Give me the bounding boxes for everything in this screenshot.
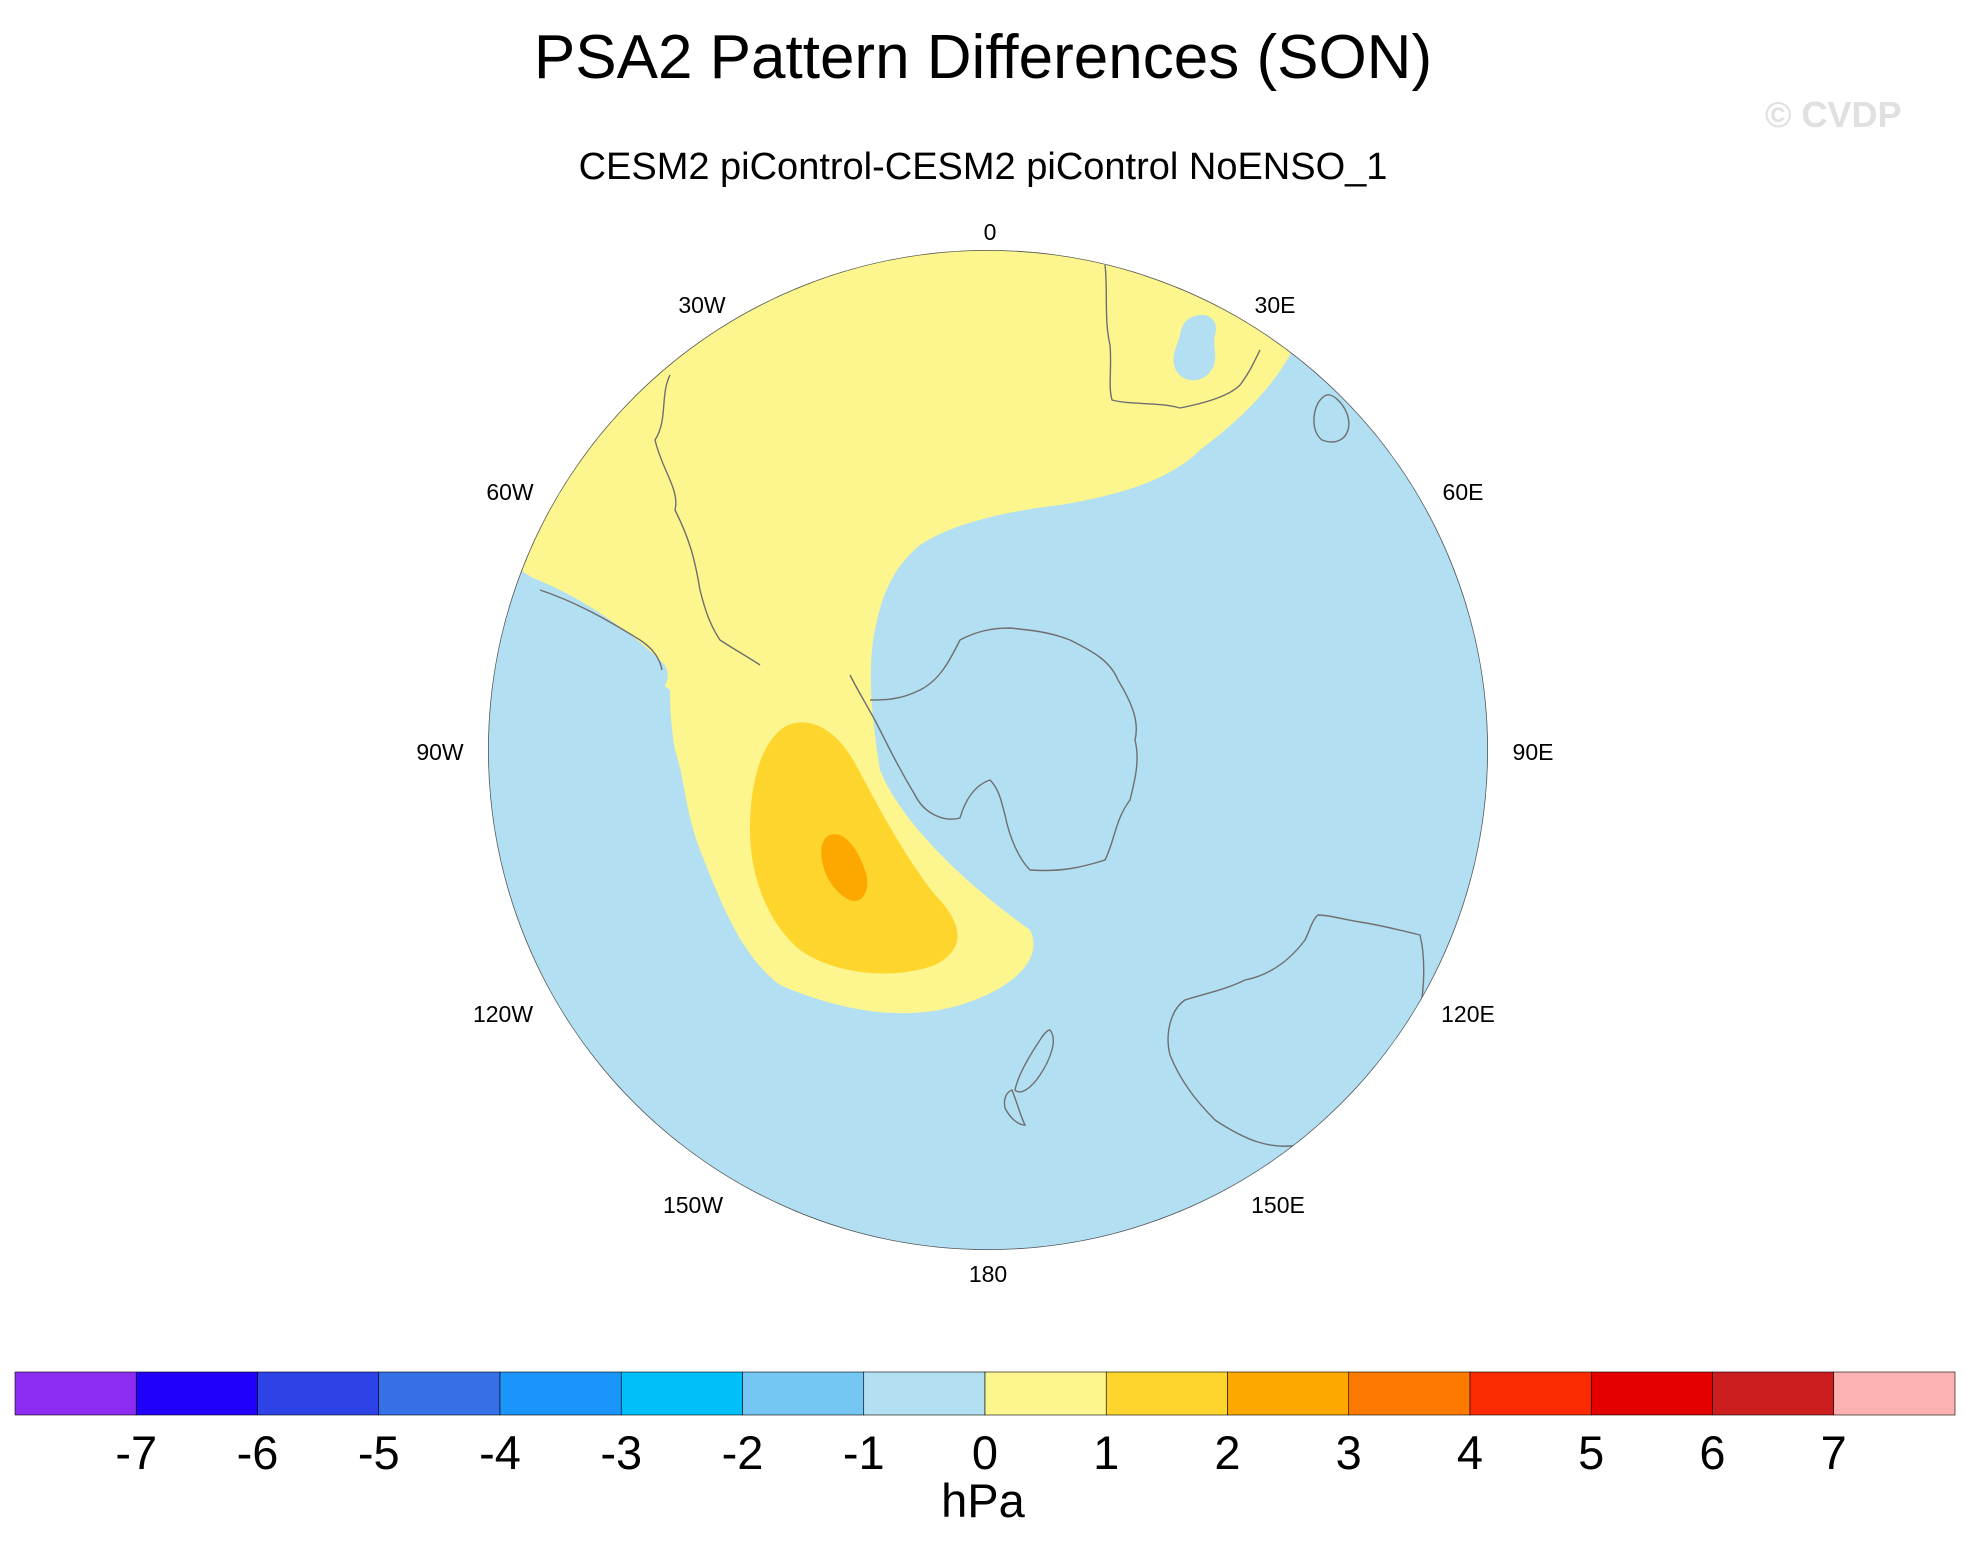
lon-label-60e: 60E: [1443, 479, 1484, 505]
colorbar-swatch: [1833, 1371, 1956, 1416]
lon-label-150e: 150E: [1251, 1192, 1305, 1218]
colorbar-swatch: [863, 1371, 986, 1416]
colorbar-tick-label: -5: [357, 1426, 400, 1479]
colorbar-swatch: [1227, 1371, 1350, 1416]
colorbar-tick-label: 7: [1820, 1426, 1847, 1479]
colorbar-swatch: [1469, 1371, 1592, 1416]
negative-lake-region: [1173, 314, 1216, 381]
colorbar-swatch: [257, 1371, 380, 1416]
colorbar-units: hPa: [941, 1474, 1025, 1527]
positive-2-3-region: [821, 834, 868, 901]
colorbar-swatch: [14, 1371, 137, 1416]
colorbar-tick-label: 3: [1335, 1426, 1362, 1479]
lon-label-150w: 150W: [663, 1192, 723, 1218]
longitude-labels: 0 30E 60E 90E 120E 150E 180 150W 120W 90…: [416, 219, 1553, 1287]
colorbar-tick-label: -2: [721, 1426, 764, 1479]
colorbar-tick-label: 0: [971, 1426, 999, 1479]
coastline-antarctica: [849, 627, 1138, 872]
coastline-africa: [1104, 264, 1261, 409]
lon-label-90e: 90E: [1513, 739, 1554, 765]
colorbar-swatch: [984, 1371, 1107, 1416]
lon-label-0: 0: [984, 219, 997, 245]
colorbar-swatch: [1590, 1371, 1713, 1416]
lon-label-30w: 30W: [678, 292, 726, 318]
coastline-south-america: [654, 374, 761, 666]
colorbar-swatch: [1105, 1371, 1228, 1416]
colorbar-tick-label: -4: [479, 1426, 521, 1479]
coastline-south-america-west: [539, 589, 663, 671]
chart-title: PSA2 Pattern Differences (SON): [533, 23, 1433, 92]
colorbar-swatch: [620, 1371, 743, 1416]
colorbar-tick-label: -7: [115, 1426, 158, 1479]
lon-label-180: 180: [969, 1261, 1007, 1287]
colorbar-swatch: [135, 1371, 258, 1416]
colorbar-tick-label: 6: [1699, 1426, 1726, 1479]
cvdp-watermark: © CVDP: [1765, 94, 1902, 135]
colorbar-tick-label: -3: [600, 1426, 643, 1479]
lon-label-90w: 90W: [416, 739, 464, 765]
colorbar-tick-label: 4: [1456, 1426, 1484, 1479]
colorbar-tick-label: 2: [1214, 1426, 1241, 1479]
colorbar-swatch: [1712, 1371, 1835, 1416]
lon-label-120w: 120W: [473, 1001, 533, 1027]
colorbar-swatch: [378, 1371, 501, 1416]
colorbar-tick-label: 5: [1578, 1426, 1605, 1479]
colorbar-swatch: [499, 1371, 622, 1416]
lon-label-60w: 60W: [486, 479, 534, 505]
lon-label-30e: 30E: [1255, 292, 1296, 318]
coastlines: [539, 264, 1425, 1147]
colorbar-tick-label: -1: [842, 1426, 885, 1479]
coastline-madagascar: [1313, 394, 1350, 443]
map-disk: [488, 250, 1488, 1250]
colorbar-swatch: [1348, 1371, 1471, 1416]
colorbar-tick-label: 1: [1093, 1426, 1120, 1479]
coastline-australia: [1167, 914, 1425, 1147]
colorbar-swatch: [742, 1371, 865, 1416]
colorbar-tick-label: -6: [236, 1426, 279, 1479]
colorbar: [14, 1371, 1956, 1416]
coastline-new-zealand: [1003, 1029, 1054, 1126]
chart-subtitle: CESM2 piControl-CESM2 piControl NoENSO_1: [578, 146, 1388, 188]
lon-label-120e: 120E: [1441, 1001, 1495, 1027]
